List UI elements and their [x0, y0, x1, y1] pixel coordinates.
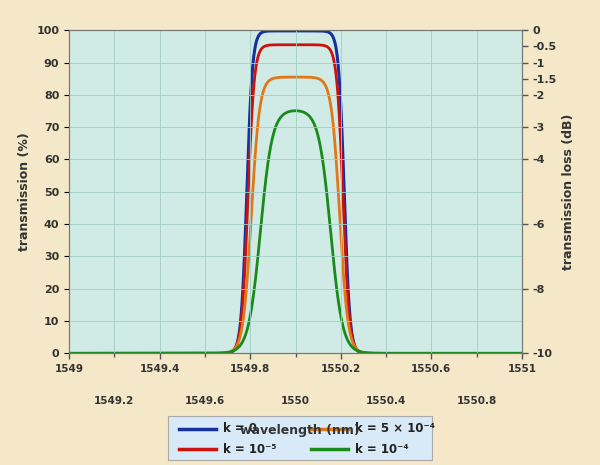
- Y-axis label: transmission loss (dB): transmission loss (dB): [562, 113, 575, 270]
- Text: k = 0: k = 0: [223, 422, 257, 435]
- Text: wavelength (nm): wavelength (nm): [240, 424, 360, 437]
- Y-axis label: transmission (%): transmission (%): [18, 133, 31, 251]
- Text: k = 10⁻⁴: k = 10⁻⁴: [355, 443, 409, 456]
- Text: k = 10⁻⁵: k = 10⁻⁵: [223, 443, 277, 456]
- Text: k = 5 × 10⁻⁴: k = 5 × 10⁻⁴: [355, 422, 436, 435]
